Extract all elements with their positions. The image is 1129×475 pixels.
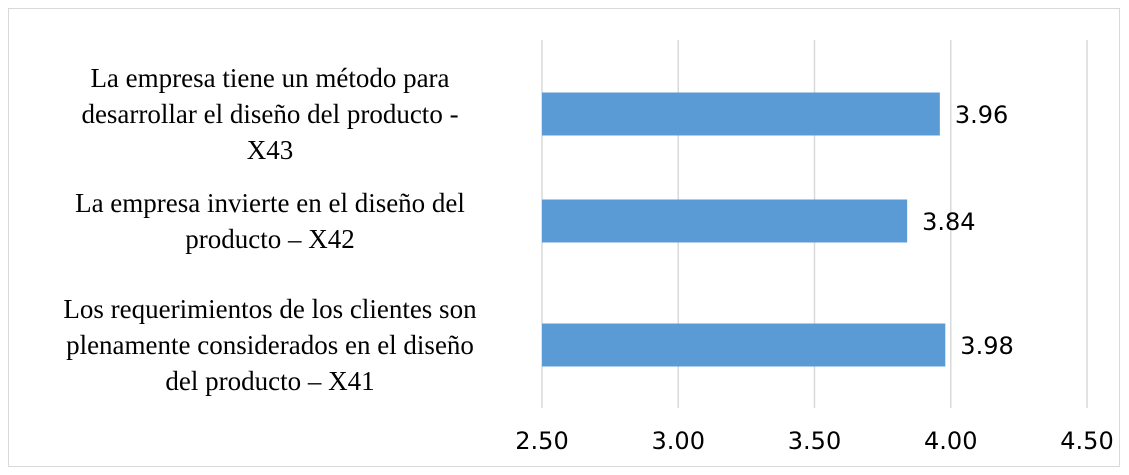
category-label-1: La empresa invierte en el diseño del prod… (75, 188, 465, 254)
x-tick-label-3: 4.00 (924, 427, 977, 455)
x-tick-label-0: 2.50 (515, 427, 568, 455)
category-label-line: La empresa invierte en el diseño del (75, 188, 465, 218)
bar-0 (542, 92, 940, 136)
category-label-line: desarrollar el diseño del producto - (81, 99, 458, 129)
category-label-2: Los requerimientos de los clientes son pl… (63, 294, 477, 396)
bar-1 (542, 199, 908, 243)
category-label-line: plenamente considerados en el diseño (66, 330, 474, 360)
category-label-line: Los requerimientos de los clientes son (63, 294, 477, 324)
x-tick-label-4: 4.50 (1060, 427, 1113, 455)
category-label-line: X43 (247, 135, 294, 165)
category-label-0: La empresa tiene un método para desarroll… (81, 63, 458, 165)
category-label-line: La empresa tiene un método para (90, 63, 449, 93)
data-label-0: 3.96 (955, 101, 1008, 129)
data-label-1: 3.84 (922, 208, 975, 236)
category-label-line: del producto – X41 (165, 366, 374, 396)
category-label-line: producto – X42 (185, 224, 354, 254)
x-tick-label-1: 3.00 (652, 427, 705, 455)
data-label-2: 3.98 (960, 332, 1013, 360)
x-tick-label-2: 3.50 (788, 427, 841, 455)
bar-2 (542, 323, 946, 367)
